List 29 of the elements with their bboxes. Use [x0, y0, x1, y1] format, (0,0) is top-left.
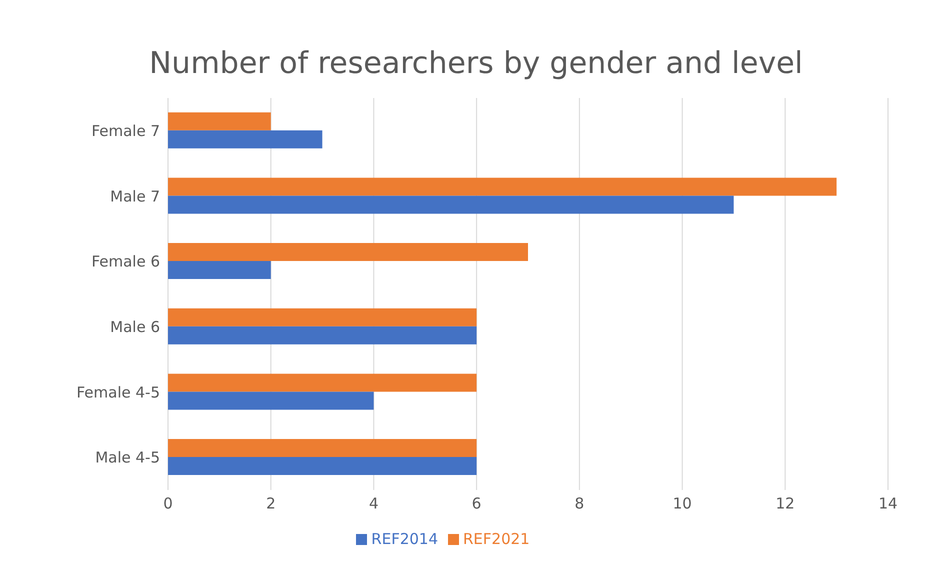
y-tick-label: Male 7 [110, 187, 160, 206]
y-tick-label: Male 6 [110, 318, 160, 336]
bar [168, 326, 477, 344]
bar [168, 308, 477, 326]
x-tick-label: 2 [266, 494, 276, 513]
bar [168, 196, 734, 214]
y-tick-label: Male 4-5 [95, 448, 160, 467]
chart-title: Number of researchers by gender and level [148, 45, 804, 83]
bar [168, 439, 477, 458]
x-tick-label: 14 [878, 494, 898, 513]
y-tick-label: Female 7 [91, 122, 160, 140]
x-tick-label: 8 [574, 494, 584, 513]
x-tick-label: 0 [163, 494, 173, 513]
legend-label: REF2014 [371, 530, 438, 548]
y-tick-label: Female 6 [91, 252, 160, 271]
bar [168, 261, 271, 280]
x-tick-label: 4 [368, 494, 378, 513]
x-tick-label: 12 [776, 494, 795, 513]
y-tick-label: Female 4-5 [76, 383, 160, 402]
bar [168, 130, 322, 148]
bar [168, 243, 528, 262]
x-tick-label: 10 [672, 494, 692, 513]
x-tick-label: 6 [472, 494, 482, 513]
bar [168, 374, 477, 392]
bar [168, 178, 837, 196]
bar [168, 457, 477, 476]
bar [168, 112, 271, 130]
bar [168, 392, 374, 410]
legend-label: REF2021 [463, 530, 530, 548]
